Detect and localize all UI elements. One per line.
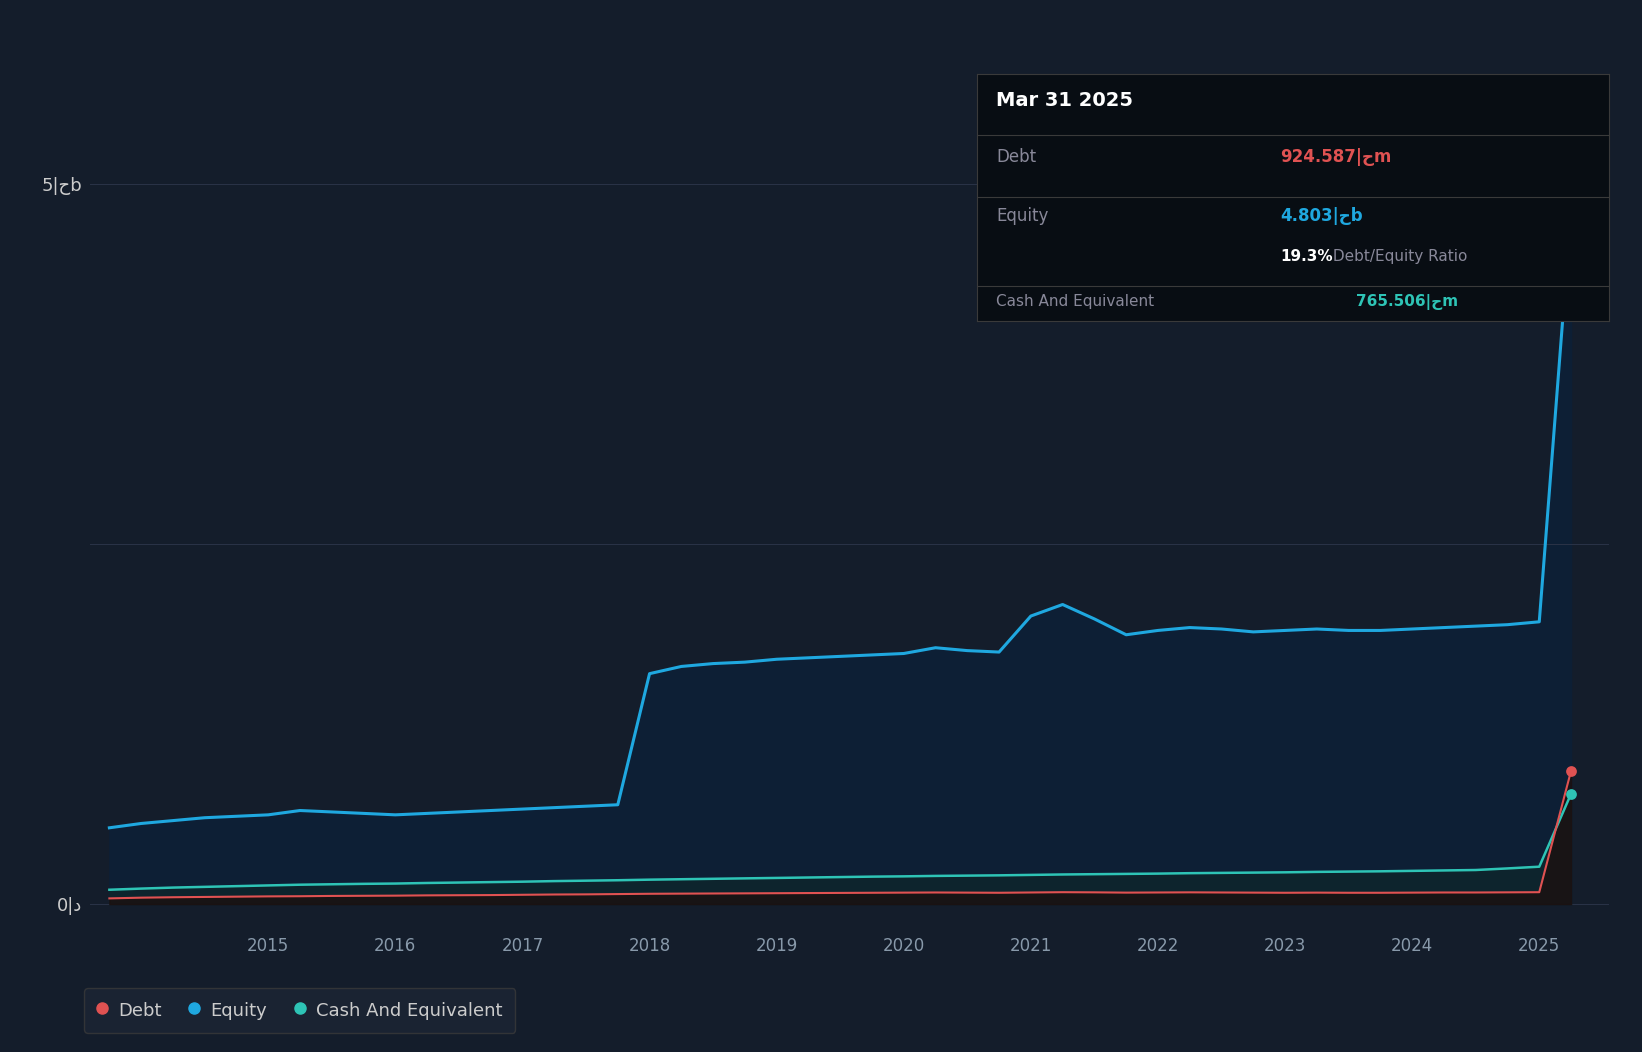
Text: Debt/Equity Ratio: Debt/Equity Ratio bbox=[1328, 249, 1468, 264]
Point bbox=[1558, 786, 1585, 803]
Text: Debt: Debt bbox=[997, 148, 1036, 166]
Text: Equity: Equity bbox=[997, 207, 1048, 225]
Text: 19.3%: 19.3% bbox=[1281, 249, 1333, 264]
Text: Cash And Equivalent: Cash And Equivalent bbox=[997, 294, 1154, 308]
Text: 765.506|حm: 765.506|حm bbox=[1356, 294, 1458, 309]
Legend: Debt, Equity, Cash And Equivalent: Debt, Equity, Cash And Equivalent bbox=[84, 988, 516, 1033]
Point bbox=[1558, 204, 1585, 221]
Text: 924.587|حm: 924.587|حm bbox=[1281, 148, 1392, 166]
Text: 4.803|حb: 4.803|حb bbox=[1281, 207, 1363, 225]
Text: Mar 31 2025: Mar 31 2025 bbox=[997, 90, 1133, 110]
Point bbox=[1558, 763, 1585, 780]
